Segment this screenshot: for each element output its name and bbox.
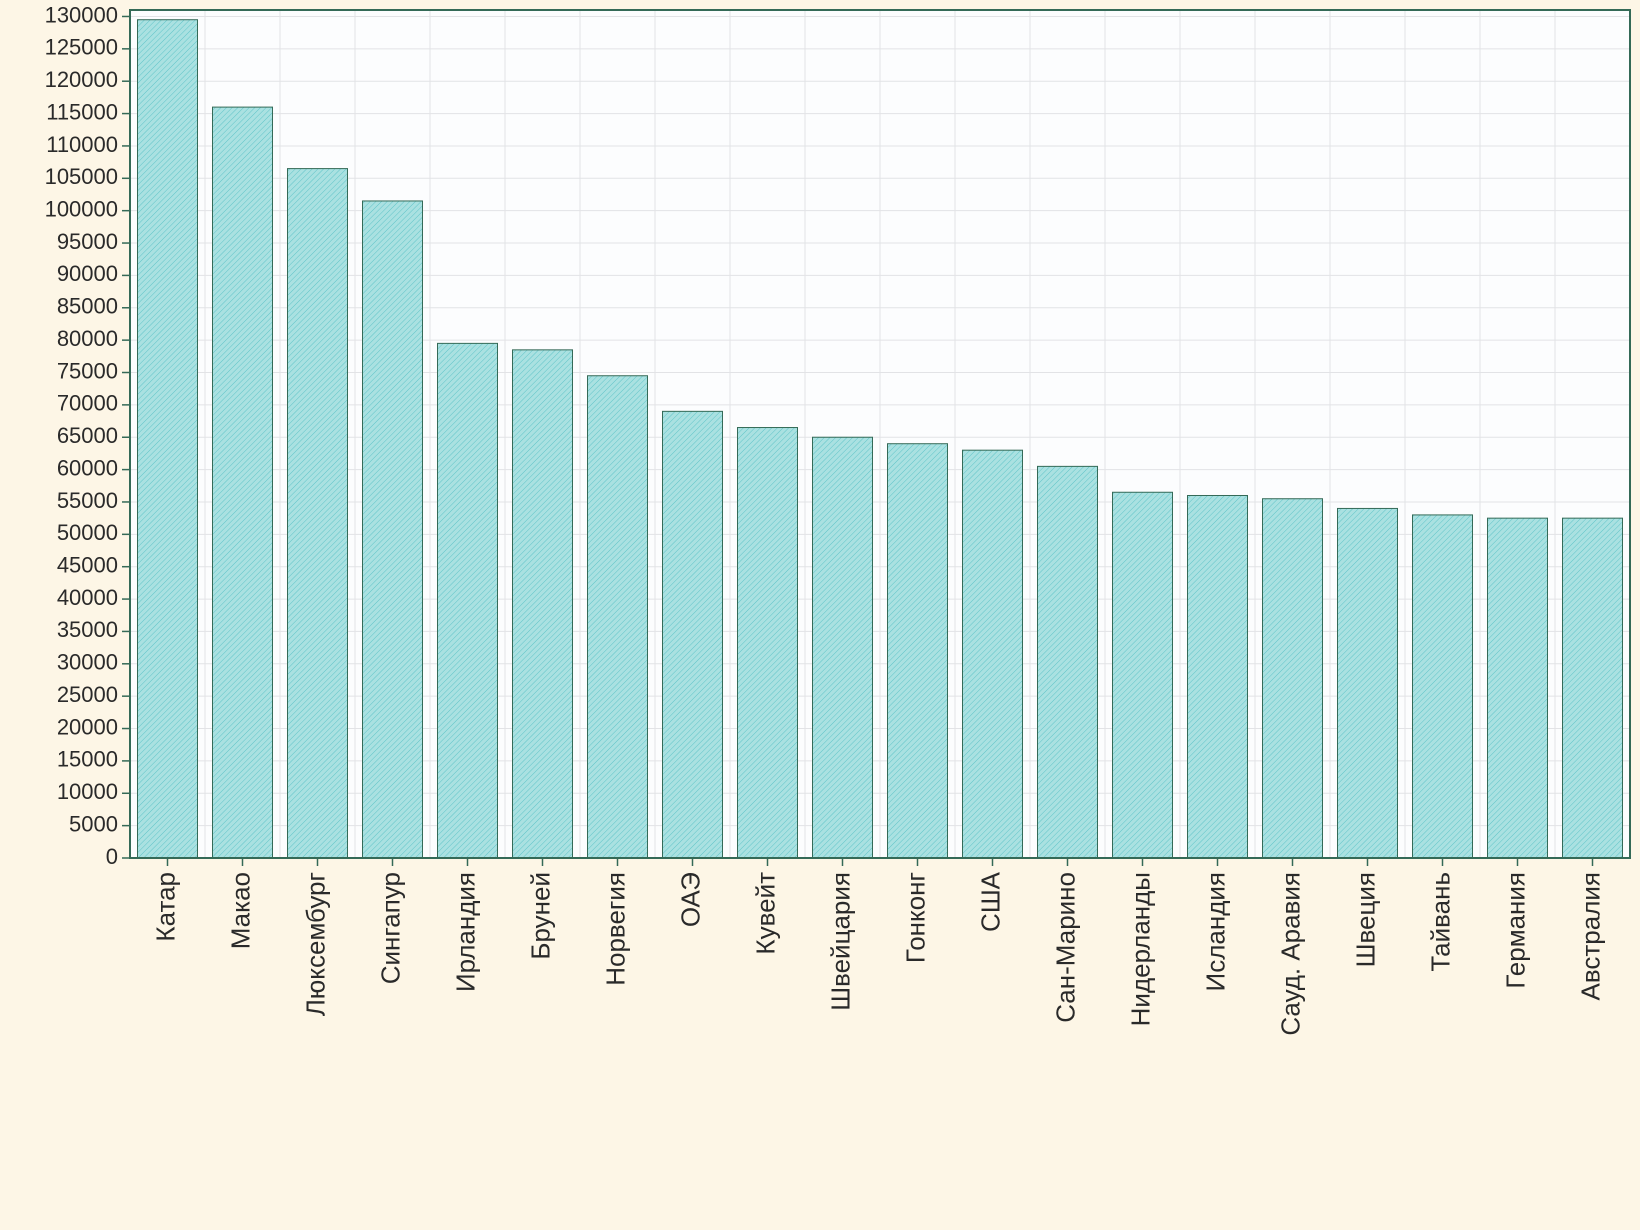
y-tick-label: 80000 [57, 326, 118, 351]
y-tick-label: 120000 [45, 67, 118, 92]
y-tick-label: 40000 [57, 585, 118, 610]
bar [738, 428, 798, 858]
x-tick-label: Австралия [1575, 872, 1605, 1000]
x-tick-label: Макао [225, 872, 255, 949]
y-tick-label: 115000 [46, 99, 118, 124]
bar [663, 411, 723, 858]
bar [963, 450, 1023, 858]
y-tick-label: 130000 [45, 2, 118, 27]
bar [363, 201, 423, 858]
bar [1413, 515, 1473, 858]
x-tick-label: ОАЭ [675, 872, 705, 927]
x-tick-label: Бруней [525, 872, 555, 960]
bar [513, 350, 573, 858]
y-tick-label: 55000 [57, 488, 118, 513]
y-tick-label: 125000 [45, 35, 118, 60]
x-tick-label: Сан-Марино [1050, 872, 1080, 1023]
y-tick-label: 75000 [57, 358, 118, 383]
x-tick-label: Тайвань [1425, 872, 1455, 972]
x-tick-label: Сауд. Аравия [1275, 872, 1305, 1036]
bar-chart: 0 5000 10000 15000 20000 25000 30000 35000 40000… [0, 0, 1640, 1230]
bar [1038, 466, 1098, 858]
chart-container: 0 5000 10000 15000 20000 25000 30000 35000 40000… [0, 0, 1640, 1230]
bar [1338, 508, 1398, 858]
x-tick-label: США [975, 871, 1005, 932]
y-tick-label: 5000 [69, 811, 118, 836]
x-tick-label: Катар [150, 872, 180, 942]
x-tick-label: Швейцария [825, 872, 855, 1011]
x-tick-label: Нидерланды [1125, 872, 1155, 1026]
y-tick-label: 100000 [45, 196, 118, 221]
x-tick-label: Кувейт [750, 872, 780, 955]
x-tick-label: Сингапур [375, 872, 405, 984]
gridlines [130, 10, 1630, 858]
y-tick-label: 50000 [57, 520, 118, 545]
bar [213, 107, 273, 858]
y-tick-label: 35000 [57, 617, 118, 642]
y-tick-label: 110000 [46, 132, 118, 157]
y-tick-label: 65000 [57, 423, 118, 448]
x-tick-label: Ирландия [450, 872, 480, 992]
x-tick-label: Исландия [1200, 872, 1230, 991]
y-tick-label: 30000 [57, 650, 118, 675]
x-tick-label: Германия [1500, 872, 1530, 989]
y-tick-label: 105000 [45, 164, 118, 189]
y-tick-label: 0 [106, 844, 118, 869]
y-tick-label: 85000 [57, 294, 118, 319]
bar [138, 20, 198, 858]
bar [813, 437, 873, 858]
bar [888, 444, 948, 858]
bar [1113, 492, 1173, 858]
x-tick-label: Гонконг [900, 872, 930, 963]
bar [1188, 495, 1248, 858]
y-axis-ticks: 0 5000 10000 15000 20000 25000 30000 35000 40000… [45, 2, 130, 869]
bar [1263, 499, 1323, 858]
bar [288, 169, 348, 858]
x-tick-label: Люксембург [300, 872, 330, 1016]
x-tick-label: Норвегия [600, 872, 630, 986]
y-tick-label: 60000 [57, 455, 118, 480]
y-tick-label: 10000 [57, 779, 118, 804]
y-tick-label: 15000 [57, 747, 118, 772]
x-tick-label: Швеция [1350, 872, 1380, 967]
y-tick-label: 20000 [57, 714, 118, 739]
bar [1488, 518, 1548, 858]
bar [588, 376, 648, 858]
y-tick-label: 25000 [57, 682, 118, 707]
y-tick-label: 70000 [57, 391, 118, 416]
bar [1563, 518, 1623, 858]
y-tick-label: 45000 [57, 553, 118, 578]
y-tick-label: 90000 [57, 261, 118, 286]
bar [438, 343, 498, 858]
y-tick-label: 95000 [57, 229, 118, 254]
